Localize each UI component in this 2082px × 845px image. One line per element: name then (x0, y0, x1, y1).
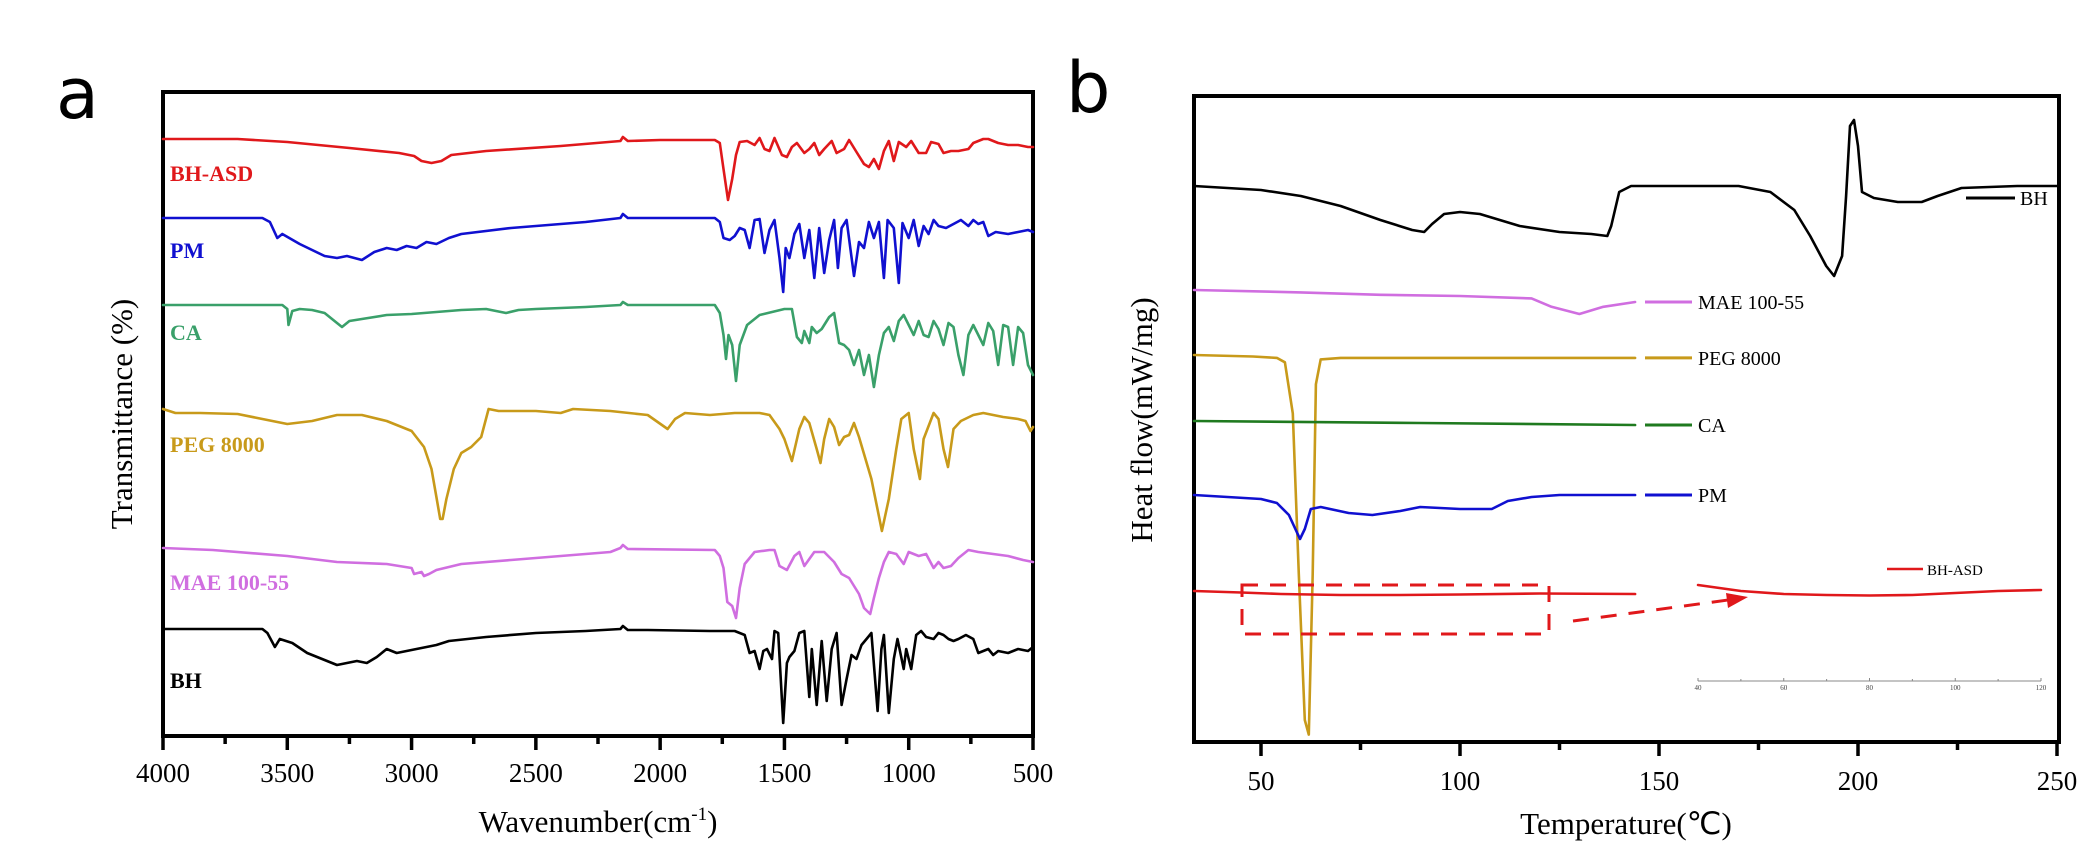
panel-b-letter: b (1066, 47, 1110, 129)
zoom-arrow-head (1726, 593, 1748, 608)
panel-b-inset: BH-ASD 40 60 80 100 120 (1695, 563, 2047, 692)
x-tick-label: 500 (1013, 758, 1054, 788)
x-tick-label: 100 (1440, 766, 1481, 796)
x-tick-label: 3000 (385, 758, 439, 788)
ftir-label-peg-8000: PEG 8000 (170, 432, 265, 457)
panel-a-ftir-chart: BH-ASD PM CA PEG 8000 MAE 100-55 BH 4000 3500 3… (104, 90, 1053, 839)
inset-x-tick-label: 100 (1950, 684, 1961, 692)
panel-a-x-ticks: 4000 3500 3000 2500 2000 1500 1000 500 (136, 736, 1053, 788)
inset-series-bh-asd (1696, 583, 2043, 597)
panel-a-plot-frame (161, 90, 1035, 738)
ftir-series-bh-asd (161, 135, 1035, 202)
panel-a-series-labels: BH-ASD PM CA PEG 8000 MAE 100-55 BH (170, 161, 289, 693)
inset-x-tick-label: 60 (1780, 684, 1788, 692)
ftir-series-ca (161, 300, 1035, 389)
inset-x-tick-label: 40 (1695, 684, 1703, 692)
legend-label-peg-8000: PEG 8000 (1698, 348, 1781, 370)
zoom-highlight-box (1240, 583, 1551, 636)
inset-legend-label: BH-ASD (1927, 563, 1983, 579)
dsc-series-mae-100-55 (1192, 288, 1637, 316)
ftir-label-pm: PM (170, 238, 204, 263)
ftir-series-peg-8000 (161, 407, 1035, 533)
x-tick-label: 4000 (136, 758, 190, 788)
dsc-series-bh (1192, 118, 2059, 278)
ftir-label-bh: BH (170, 668, 202, 693)
x-tick-label: 2500 (509, 758, 563, 788)
ftir-series-mae-100-55 (161, 543, 1035, 620)
panel-b-series-group (1192, 118, 2059, 736)
panel-a-y-axis-label: Transmittance (%) (104, 299, 139, 529)
x-tick-label: 2000 (633, 758, 687, 788)
dsc-series-bh-asd (1192, 589, 1637, 597)
dsc-series-peg-8000 (1192, 353, 1637, 736)
panel-b-plot-frame (1192, 94, 2061, 744)
legend-label-mae-100-55: MAE 100-55 (1698, 292, 1804, 314)
ftir-series-bh (161, 624, 1035, 725)
legend-label-bh: BH (2020, 188, 2048, 210)
dsc-series-pm (1192, 493, 1637, 541)
ftir-label-ca: CA (170, 320, 202, 345)
inset-x-tick-label: 80 (1866, 684, 1874, 692)
x-tick-label: 250 (2037, 766, 2078, 796)
x-tick-label: 1500 (757, 758, 811, 788)
panel-b-legend: BH MAE 100-55 PEG 8000 CA PM (1645, 188, 2048, 507)
panel-a-series-group (161, 135, 1035, 725)
legend-label-ca: CA (1698, 415, 1726, 437)
dsc-series-ca (1192, 419, 1637, 427)
panel-a-letter: a (56, 53, 99, 135)
panel-b-y-axis-label: Heat flow(mW/mg) (1124, 297, 1159, 542)
ftir-series-pm (161, 212, 1035, 294)
panel-b-x-axis-label: Temperature(℃) (1520, 806, 1732, 841)
panel-b-x-ticks: 50 100 150 200 250 (1248, 742, 2078, 796)
zoom-arrow (1572, 593, 1748, 623)
inset-x-tick-label: 120 (2036, 684, 2047, 692)
x-tick-label: 150 (1639, 766, 1680, 796)
ftir-label-mae-100-55: MAE 100-55 (170, 570, 289, 595)
x-tick-label: 50 (1248, 766, 1275, 796)
ftir-label-bh-asd: BH-ASD (170, 161, 253, 186)
panel-a-x-axis-label: Wavenumber(cm-1) (479, 804, 718, 839)
legend-label-pm: PM (1698, 485, 1727, 507)
x-tick-label: 1000 (882, 758, 936, 788)
x-tick-label: 3500 (260, 758, 314, 788)
x-tick-label: 200 (1838, 766, 1879, 796)
zoom-arrow-shaft (1572, 598, 1729, 623)
